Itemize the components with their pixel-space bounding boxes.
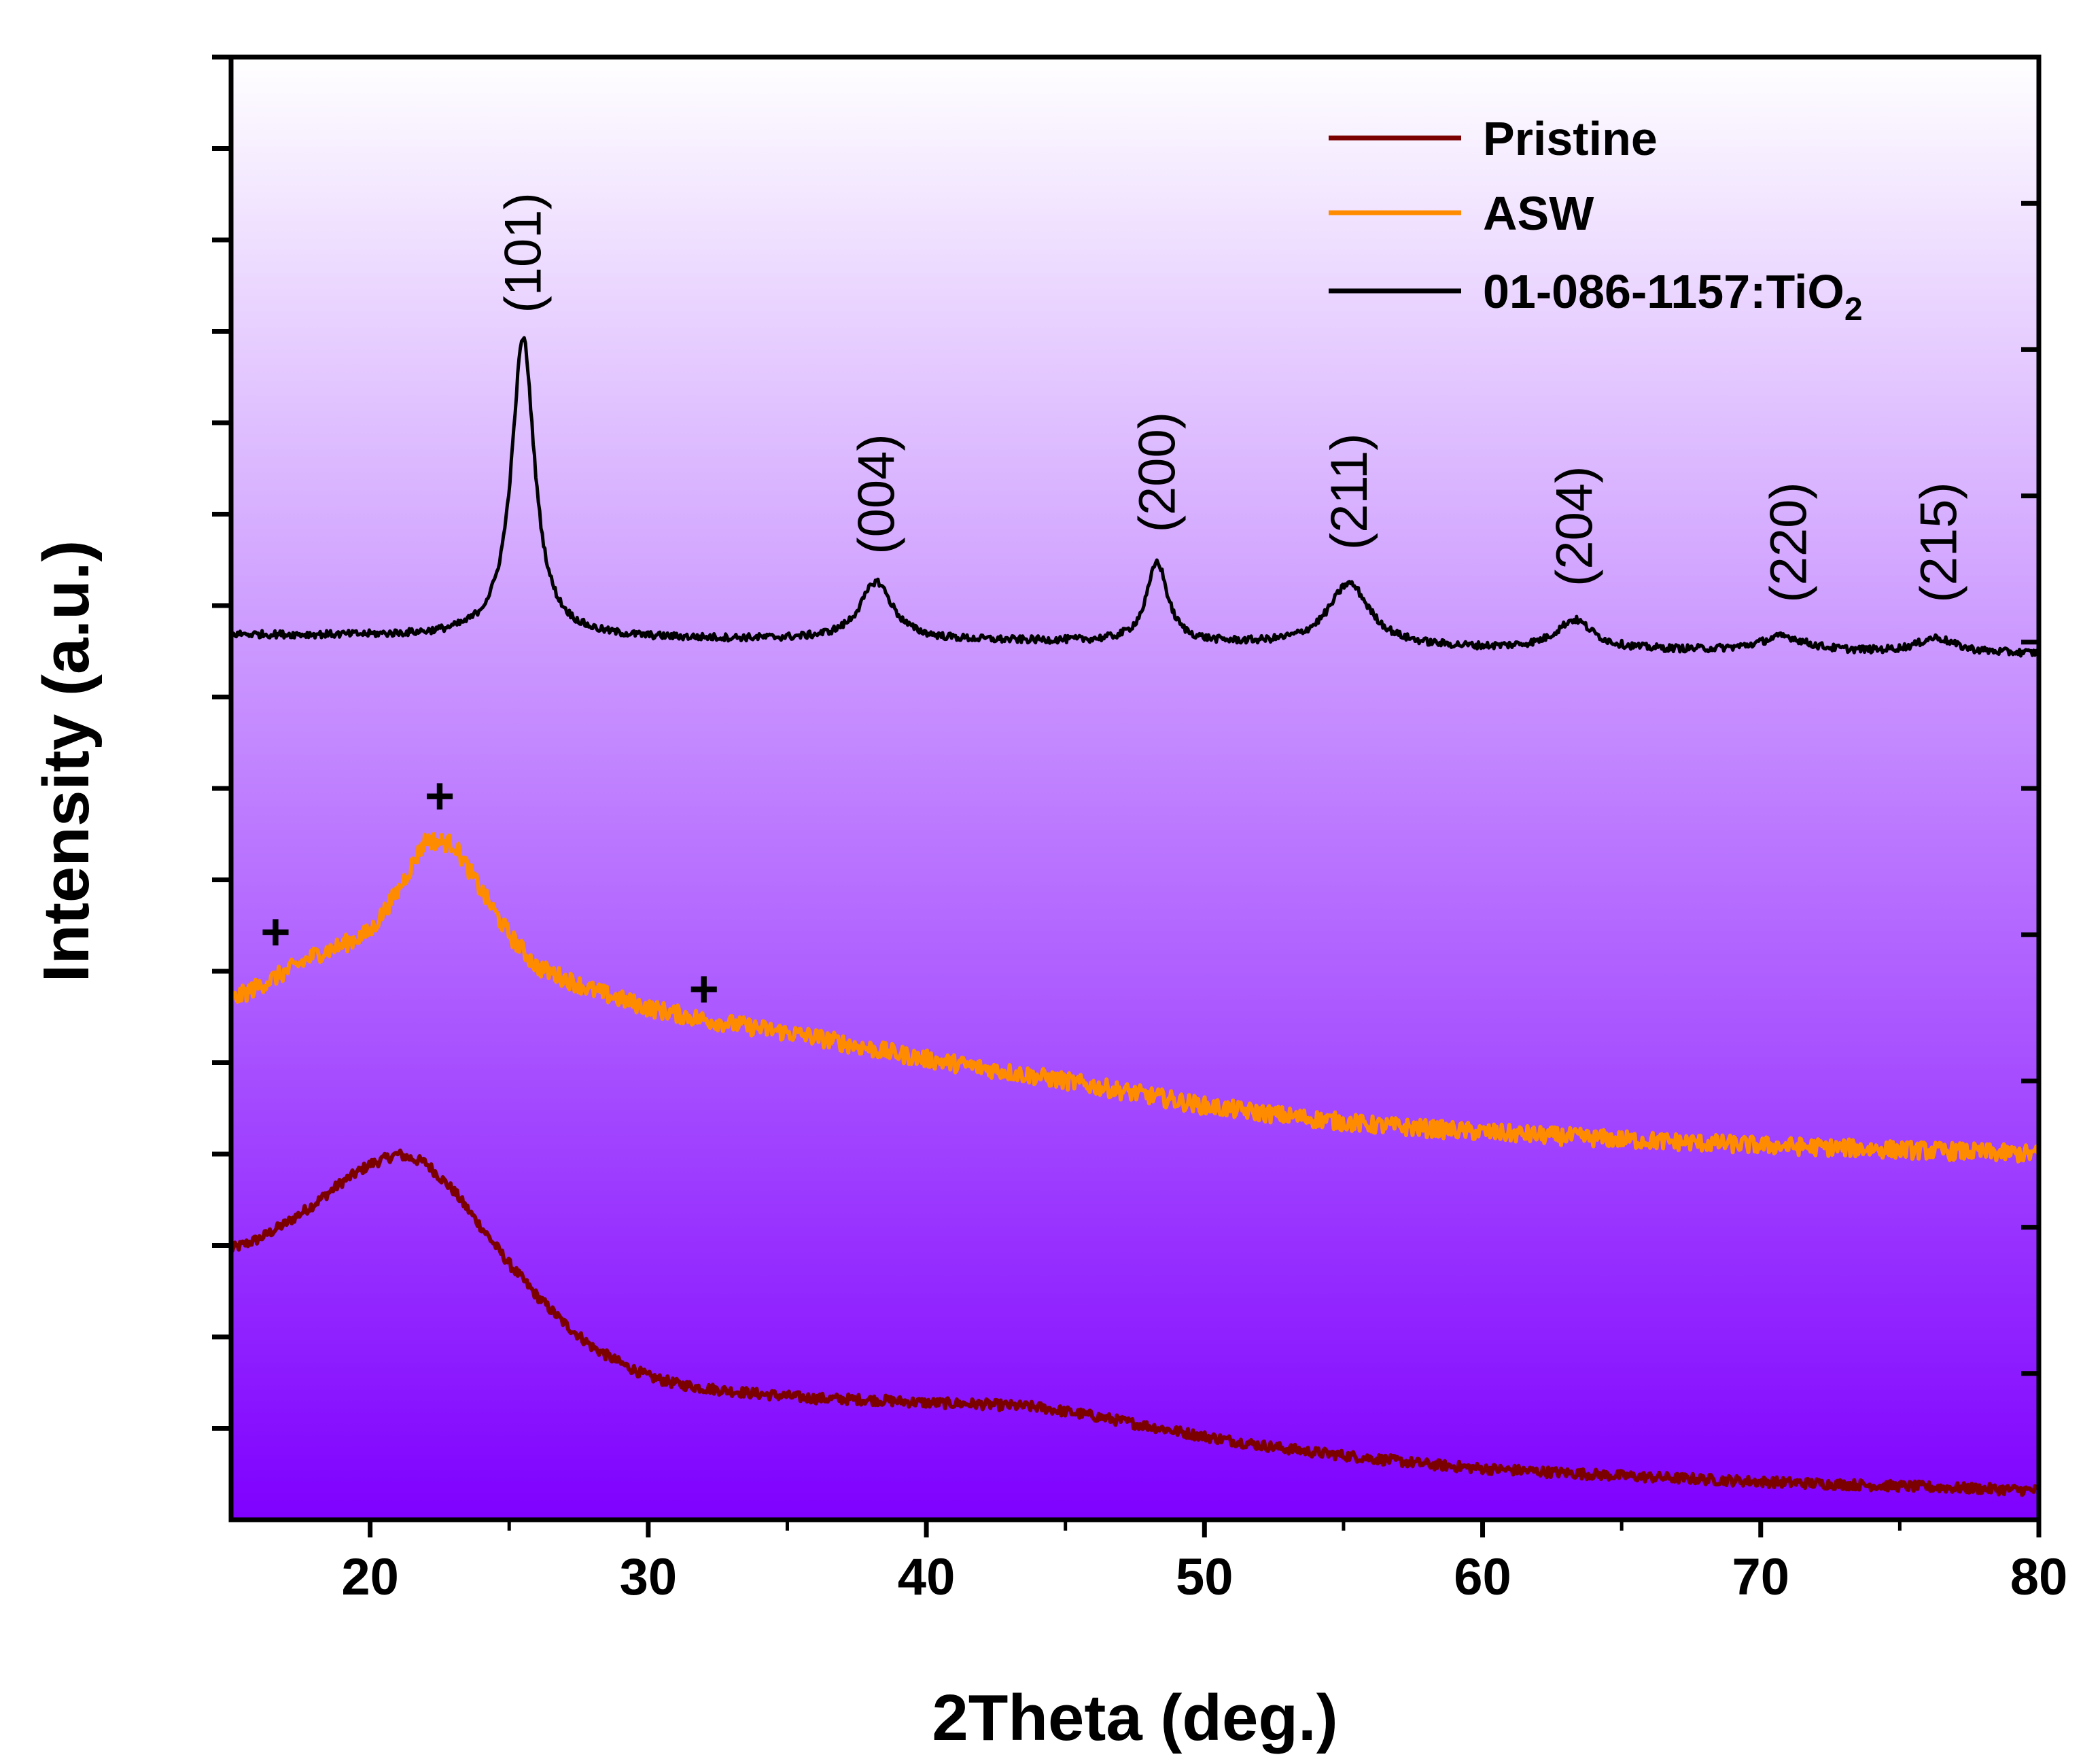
x-tick-label-50: 50 xyxy=(1176,1548,1233,1606)
peak-marker-8: + xyxy=(260,903,290,961)
plot-background xyxy=(231,57,2039,1520)
peak-label-1: (004) xyxy=(847,434,905,554)
legend-label-tio2-main: 01-086-1157:TiO xyxy=(1483,265,1844,318)
legend: Pristine ASW 01-086-1157:TiO2 xyxy=(1329,112,1863,328)
peak-label-6: (215) xyxy=(1910,482,1968,602)
x-tick-label-20: 20 xyxy=(341,1548,399,1606)
peak-label-2: (200) xyxy=(1129,412,1187,532)
x-tick-label-30: 30 xyxy=(620,1548,678,1606)
axis-ticks: 20 30 40 50 60 70 80 xyxy=(212,54,2068,1606)
peak-marker-7: + xyxy=(425,767,455,825)
peak-label-3: (211) xyxy=(1320,433,1378,550)
x-tick-label-70: 70 xyxy=(1732,1548,1789,1606)
series-line-pristine xyxy=(231,1148,2039,1497)
legend-label-pristine: Pristine xyxy=(1483,112,1658,165)
y-axis-title: Intensity (a.u.) xyxy=(30,540,103,983)
peak-label-5: (220) xyxy=(1760,482,1818,602)
series-line-tio2-reference xyxy=(231,336,2039,658)
legend-label-tio2-subscript: 2 xyxy=(1844,292,1863,328)
x-axis-title: 2Theta (deg.) xyxy=(932,1682,1337,1754)
peak-label-4: (204) xyxy=(1546,466,1604,587)
peak-label-0: (101) xyxy=(495,192,553,313)
plot-frame xyxy=(228,54,2042,1522)
peak-marker-9: + xyxy=(688,960,718,1018)
legend-label-tio2: 01-086-1157:TiO2 xyxy=(1483,265,1863,328)
legend-label-asw: ASW xyxy=(1483,187,1594,240)
x-tick-label-60: 60 xyxy=(1454,1548,1511,1606)
x-tick-label-40: 40 xyxy=(898,1548,956,1606)
series-line-asw xyxy=(231,832,2039,1164)
annotations: (101) (004) (200) (211) (204) (220) (215) + + + xyxy=(260,192,1967,1018)
x-tick-label-80: 80 xyxy=(2010,1548,2068,1606)
